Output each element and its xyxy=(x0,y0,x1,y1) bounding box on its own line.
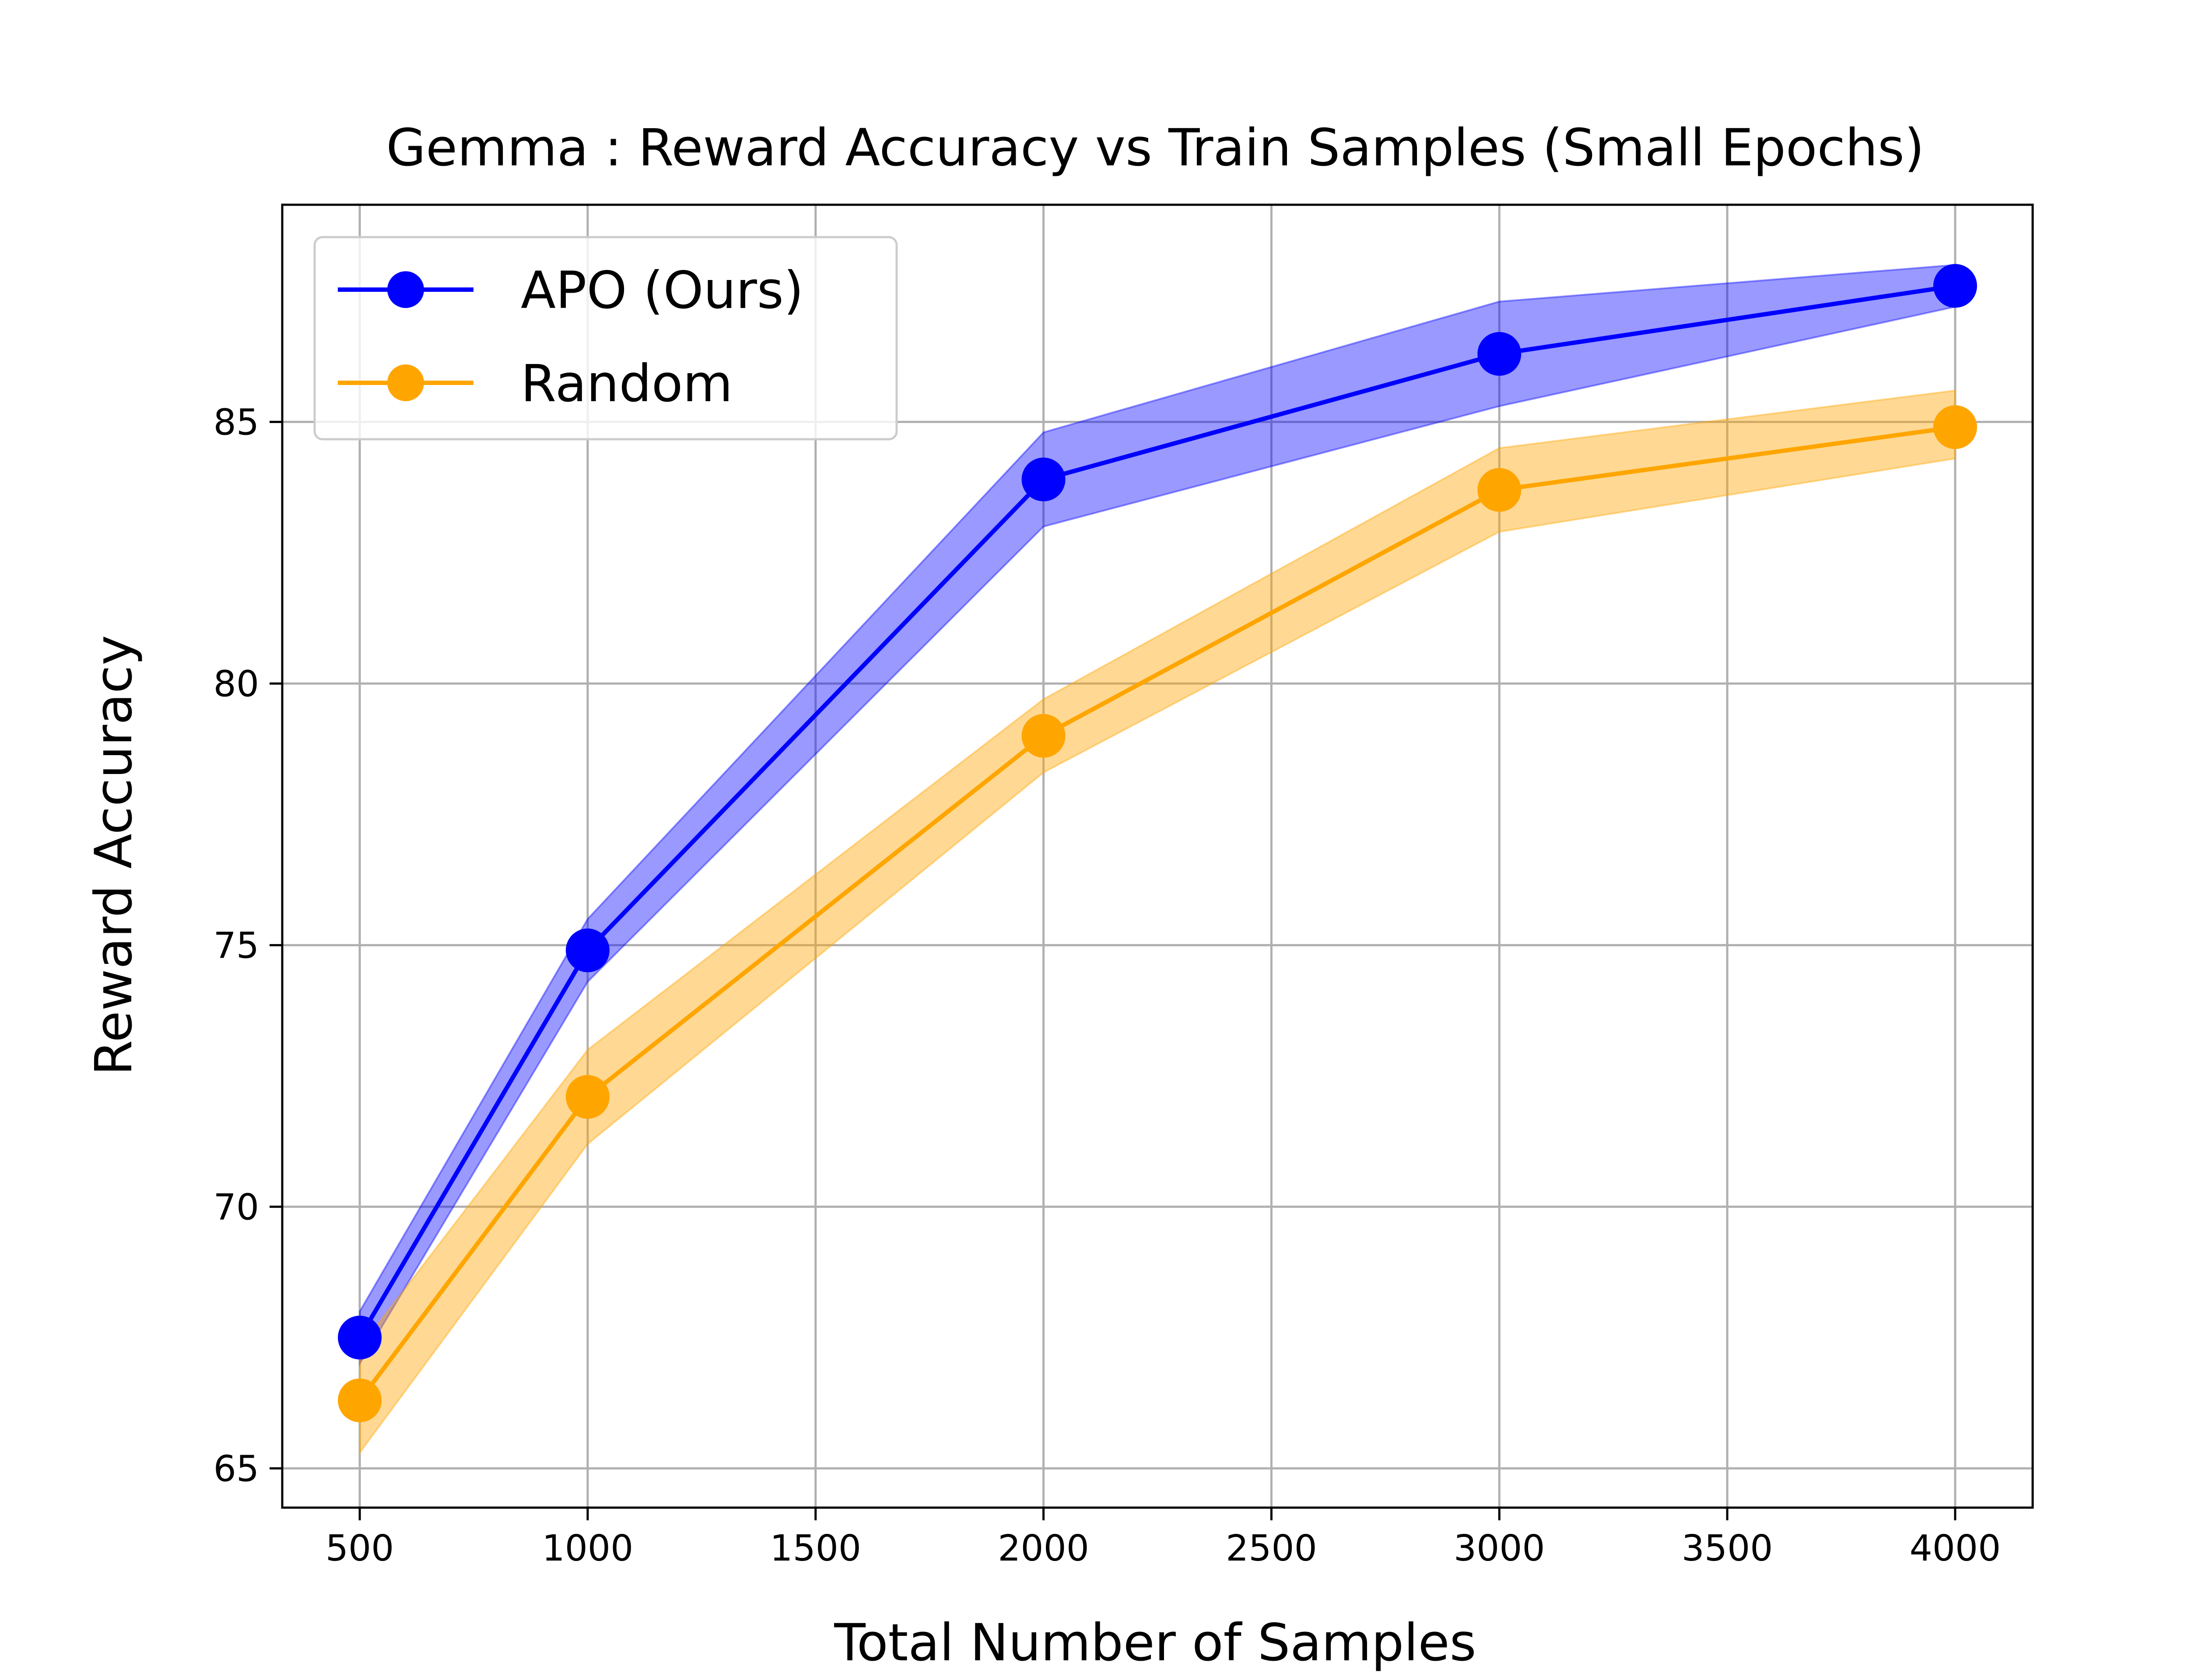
legend-random-marker xyxy=(387,364,424,401)
point-apo-ours xyxy=(338,1316,382,1360)
point-apo-ours xyxy=(1477,332,1522,376)
legend: APO (Ours) Random xyxy=(313,236,898,441)
plot-frame xyxy=(281,203,2034,1509)
x-tick-label: 3500 xyxy=(1682,1528,1773,1569)
x-tick-label: 2000 xyxy=(998,1528,1089,1569)
chart-title: Gemma : Reward Accuracy vs Train Samples… xyxy=(386,118,1924,178)
point-random xyxy=(1021,714,1066,758)
x-tick-label: 2500 xyxy=(1226,1528,1317,1569)
y-axis-label: Reward Accuracy xyxy=(84,635,144,1075)
x-tick-label: 3000 xyxy=(1454,1528,1545,1569)
x-axis-label: Total Number of Samples xyxy=(834,1613,1476,1673)
y-axis-ticks: 65 70 75 80 85 xyxy=(214,402,282,1490)
band-random xyxy=(359,389,1956,1456)
x-axis-ticks: 500 1000 1500 2000 2500 3000 3500 4000 xyxy=(326,1508,2001,1569)
series-markers xyxy=(338,264,1977,1422)
legend-label-random: Random xyxy=(521,354,733,413)
point-apo-ours xyxy=(1021,457,1066,501)
x-tick-label: 1000 xyxy=(542,1528,634,1569)
y-tick-label: 85 xyxy=(214,402,259,443)
legend-label-apo: APO (Ours) xyxy=(521,260,803,320)
point-random xyxy=(1477,468,1522,512)
y-tick-label: 70 xyxy=(214,1186,259,1228)
point-random xyxy=(1933,405,1977,449)
y-tick-label: 75 xyxy=(214,925,259,966)
y-tick-label: 65 xyxy=(214,1448,259,1490)
point-random xyxy=(338,1378,382,1422)
point-apo-ours xyxy=(565,928,610,973)
point-random xyxy=(565,1075,610,1119)
x-tick-label: 4000 xyxy=(1910,1528,2001,1569)
x-tick-label: 1500 xyxy=(770,1528,861,1569)
y-tick-label: 80 xyxy=(214,663,259,705)
point-apo-ours xyxy=(1933,264,1977,308)
legend-apo-marker xyxy=(387,271,424,308)
x-tick-label: 500 xyxy=(326,1528,394,1569)
